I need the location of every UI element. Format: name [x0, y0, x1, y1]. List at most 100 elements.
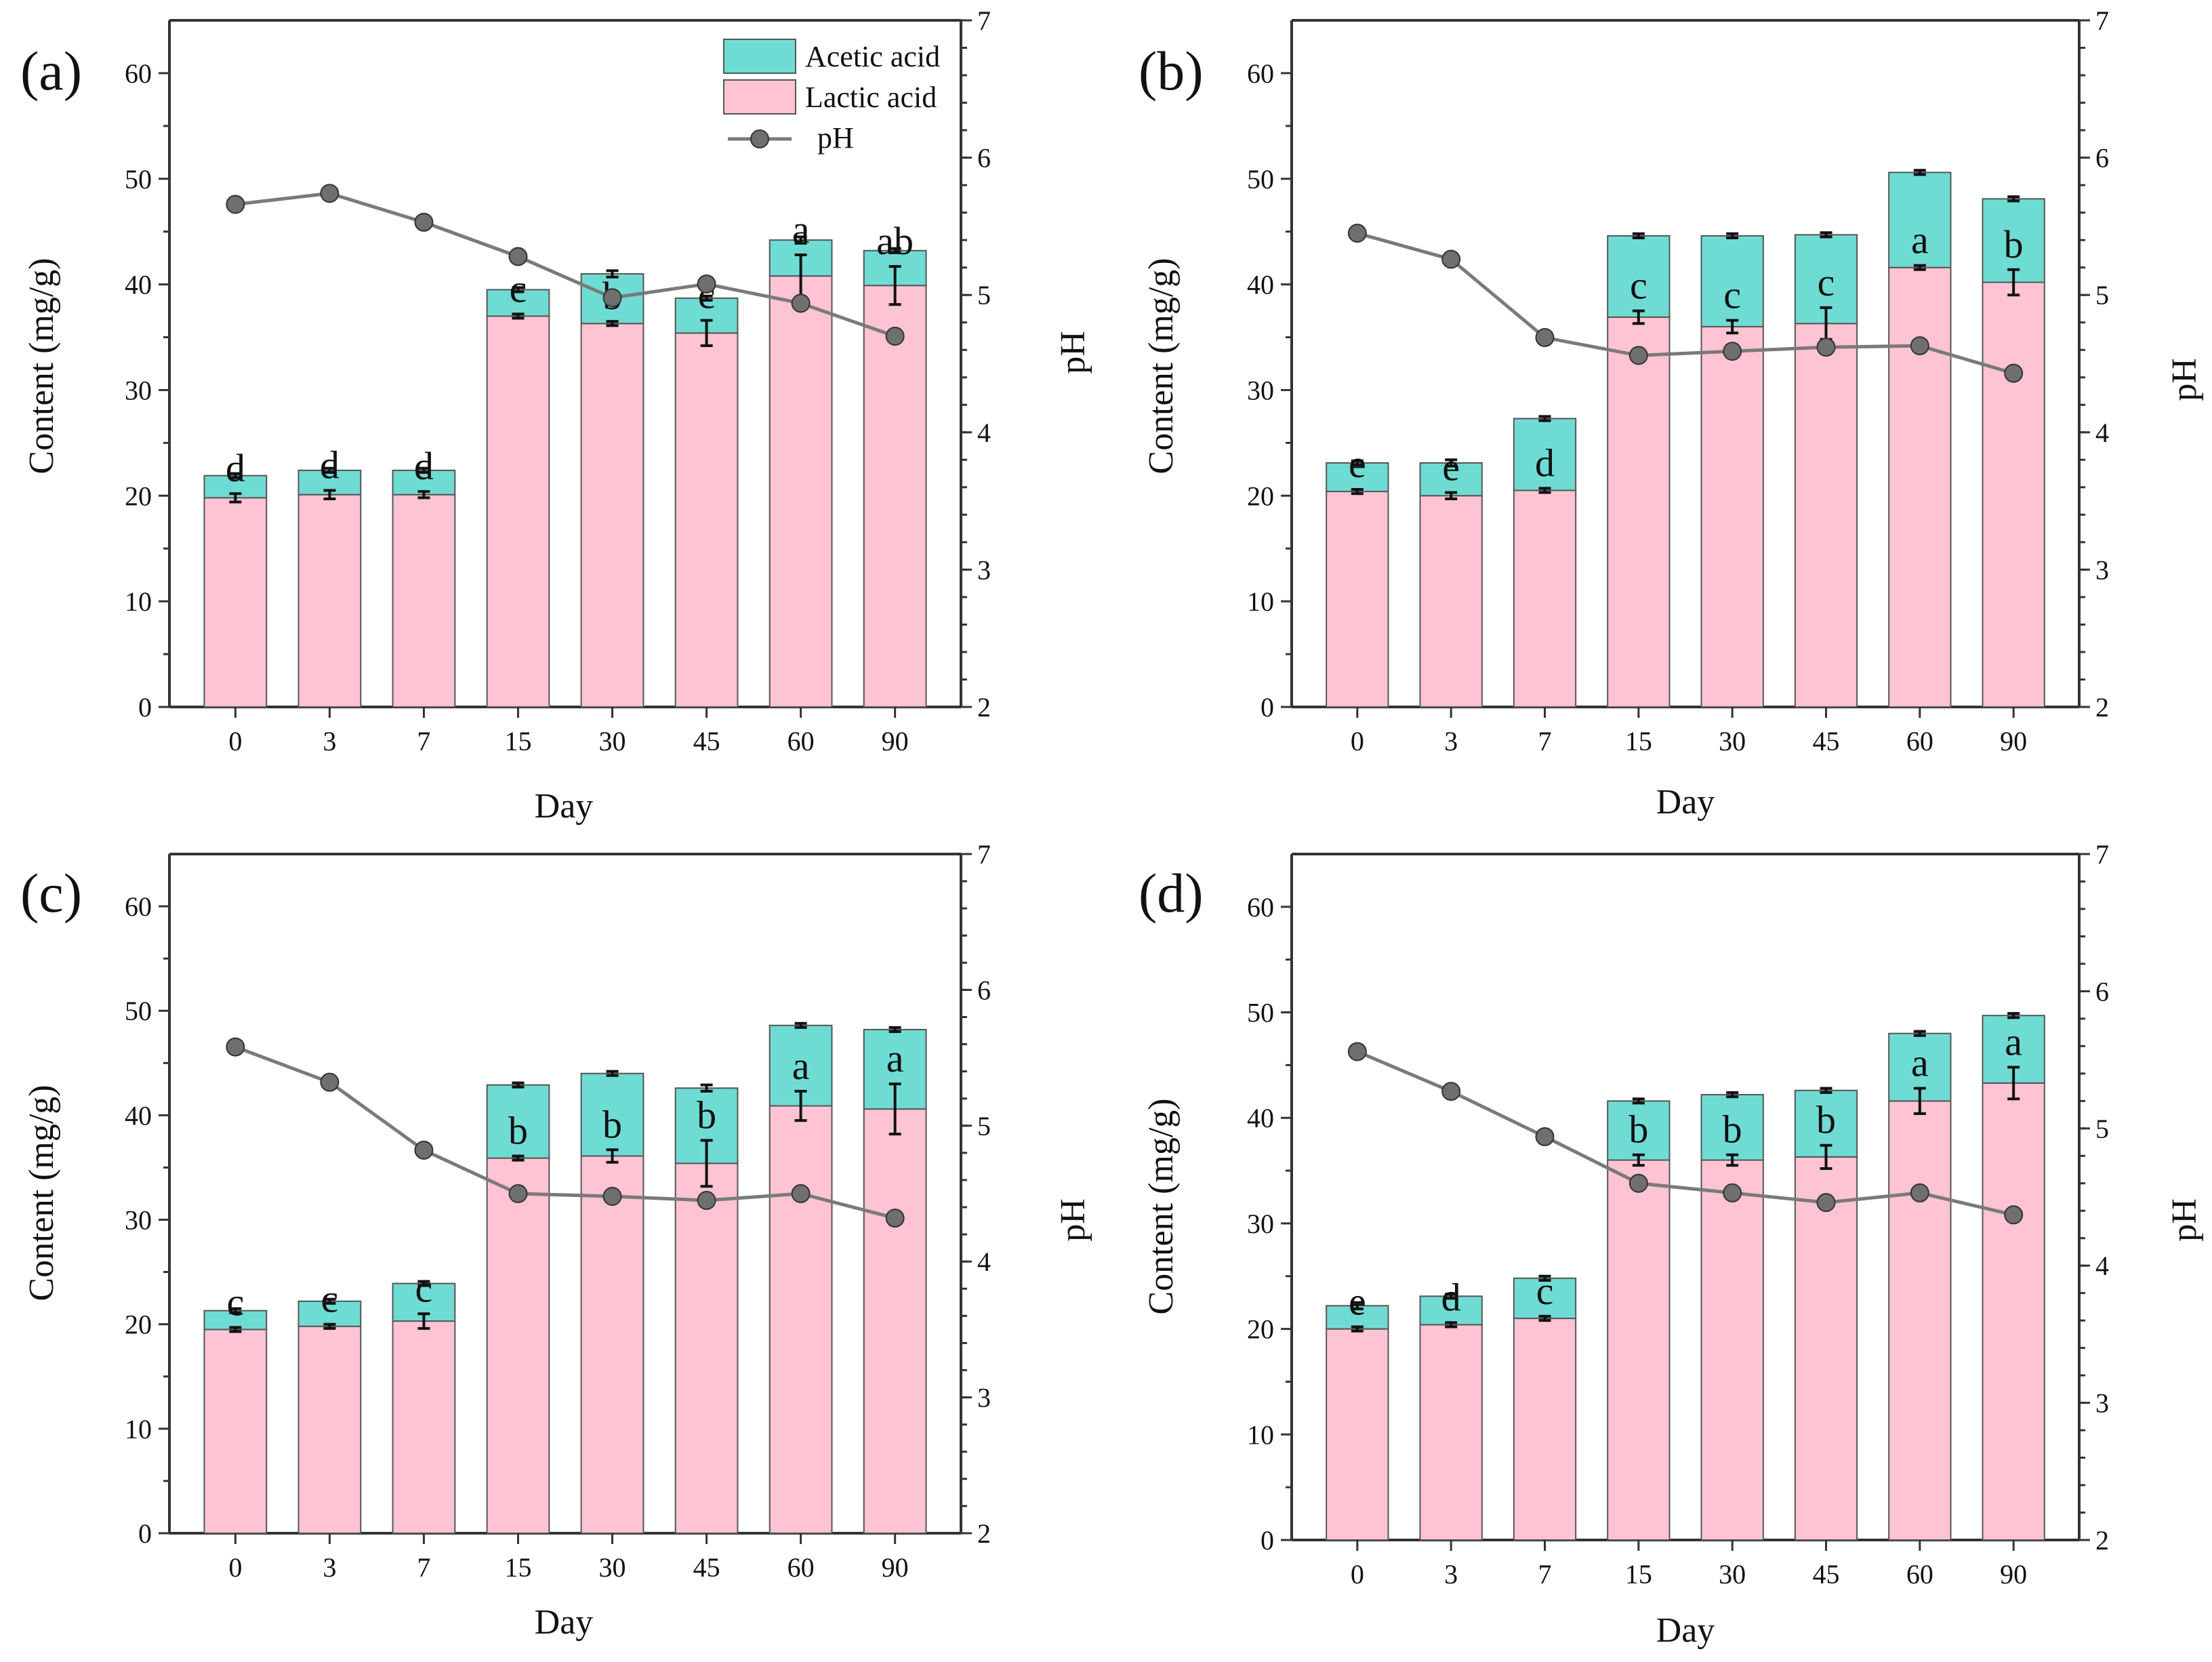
- error-bar-acetic: [1913, 1030, 1926, 1037]
- bar-lactic: [486, 315, 550, 708]
- bar-acetic: [486, 289, 550, 317]
- error-bar-lactic: [2007, 268, 2020, 297]
- legend-ph-marker: [750, 129, 769, 148]
- error-bar-lactic: [2007, 1066, 2020, 1101]
- x-tick-label: 3: [1444, 1559, 1458, 1589]
- error-bar-acetic: [323, 1297, 336, 1305]
- bar-lactic: [1419, 1324, 1483, 1541]
- y-tick-label: 10: [1247, 1419, 1274, 1450]
- legend-acetic-swatch: [723, 39, 796, 74]
- y2-tick-label: 5: [977, 1111, 991, 1141]
- significance-letter: e: [1349, 1280, 1366, 1324]
- legend-ph-label: pH: [817, 121, 854, 155]
- y2-tick-label: 7: [977, 5, 991, 36]
- y2-tick-label: 4: [977, 418, 991, 448]
- bar-lactic: [674, 332, 739, 708]
- error-bar-acetic: [1726, 1091, 1739, 1099]
- bar-acetic: [1513, 1277, 1577, 1320]
- ph-point: [226, 1037, 245, 1057]
- y-tick-label: 40: [125, 270, 152, 300]
- ph-point: [1629, 1173, 1648, 1193]
- error-bar-lactic: [1913, 1087, 1926, 1115]
- x-tick-label: 45: [1813, 1559, 1840, 1589]
- ph-point: [414, 212, 434, 232]
- ph-point: [226, 195, 245, 214]
- y2-tick-label: 2: [977, 692, 991, 723]
- y-axis-title-right: pH: [1054, 331, 1092, 374]
- y-tick-label: 50: [1247, 998, 1274, 1028]
- error-bar-acetic: [1913, 169, 1926, 176]
- error-bar-lactic: [1351, 487, 1364, 495]
- bar-acetic: [1888, 171, 1952, 268]
- y-axis-title: Content (mg/g): [22, 1085, 61, 1301]
- x-tick-label: 45: [693, 1552, 720, 1583]
- error-bar-lactic: [1726, 1153, 1739, 1167]
- bar-acetic: [1700, 235, 1764, 327]
- x-tick-label: 45: [1813, 726, 1840, 756]
- y-tick-label: 0: [1261, 1525, 1274, 1556]
- y2-tick-label: 5: [2095, 280, 2109, 310]
- significance-letter: ab: [876, 219, 914, 263]
- panel-label: (d): [1139, 862, 1204, 924]
- panel-a: (a) Content (mg/g) pH Day: [20, 40, 1092, 826]
- legend-acetic-label: Acetic acid: [805, 40, 940, 73]
- y2-tick-label: 2: [977, 1518, 991, 1549]
- x-axis-title: Day: [1656, 783, 1715, 822]
- x-tick-label: 7: [417, 726, 430, 756]
- significance-letter: c: [1818, 260, 1835, 304]
- ph-point: [1347, 1042, 1367, 1061]
- y-tick-label: 60: [125, 891, 152, 922]
- bar-lactic: [1513, 1318, 1577, 1541]
- error-bar-acetic: [229, 1307, 242, 1314]
- error-bar-lactic: [1632, 309, 1645, 325]
- error-bar-lactic: [888, 265, 901, 306]
- significance-letter: e: [1349, 442, 1366, 486]
- significance-letter: b: [1629, 1108, 1648, 1152]
- significance-letter: b: [2004, 222, 2024, 266]
- panel-label: (c): [20, 862, 82, 924]
- bar-lactic: [1888, 1100, 1952, 1541]
- x-tick-label: 7: [417, 1552, 430, 1583]
- y2-tick-label: 6: [2095, 976, 2109, 1007]
- x-axis-title: Day: [1656, 1611, 1715, 1650]
- x-tick-label: 60: [1906, 1559, 1933, 1589]
- y-tick-label: 0: [138, 692, 152, 723]
- y-axis-title: Content (mg/g): [1142, 258, 1181, 474]
- y-tick-label: 20: [125, 1310, 152, 1340]
- ph-point: [320, 184, 340, 203]
- significance-letter: a: [1911, 218, 1929, 262]
- error-bar-lactic: [606, 320, 619, 327]
- y2-tick-label: 2: [2095, 1525, 2109, 1556]
- significance-letter: a: [1911, 1041, 1929, 1085]
- y2-tick-label: 7: [2095, 5, 2109, 36]
- y-tick-label: 50: [1247, 164, 1274, 195]
- ph-point: [1816, 1193, 1836, 1213]
- x-tick-label: 30: [1719, 726, 1746, 756]
- ph-line: [1357, 231, 2014, 376]
- ph-point: [508, 1184, 528, 1203]
- significance-letter: b: [697, 1093, 716, 1137]
- x-tick-label: 0: [228, 1552, 242, 1583]
- panel-d: (d) Content (mg/g) pH Day: [1139, 862, 2204, 1650]
- significance-letter: c: [415, 1266, 433, 1310]
- bar-lactic: [1982, 1082, 2045, 1541]
- bar-lactic: [674, 1162, 739, 1534]
- error-bar-lactic: [1538, 487, 1551, 494]
- ph-line: [235, 191, 896, 338]
- y2-tick-label: 6: [2095, 143, 2109, 174]
- x-tick-label: 7: [1538, 726, 1552, 756]
- y-tick-label: 40: [1247, 270, 1274, 300]
- x-tick-label: 60: [1906, 726, 1933, 756]
- x-tick-label: 15: [504, 726, 531, 756]
- y-tick-label: 10: [125, 586, 152, 617]
- significance-letter: c: [226, 1280, 244, 1324]
- y-axis-title-right: pH: [1054, 1198, 1092, 1242]
- bar-lactic: [1326, 1328, 1389, 1541]
- error-bar-acetic: [229, 472, 242, 479]
- error-bar-lactic: [512, 1154, 525, 1162]
- error-bar-acetic: [1632, 1097, 1645, 1105]
- ph-point: [1347, 224, 1367, 243]
- bar-lactic: [580, 323, 644, 708]
